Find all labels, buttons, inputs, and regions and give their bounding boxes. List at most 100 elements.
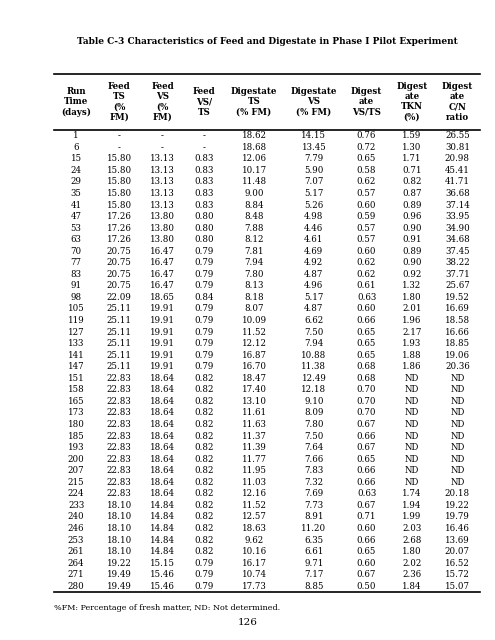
Text: 0.83: 0.83 xyxy=(195,177,214,186)
Text: 14.84: 14.84 xyxy=(150,501,175,510)
Text: 10.16: 10.16 xyxy=(242,547,267,556)
Text: 0.89: 0.89 xyxy=(402,246,422,256)
Text: 18.64: 18.64 xyxy=(150,431,175,440)
Text: 20.75: 20.75 xyxy=(107,246,132,256)
Text: 18.10: 18.10 xyxy=(107,501,132,510)
Text: 0.66: 0.66 xyxy=(357,466,376,476)
Text: 16.47: 16.47 xyxy=(150,259,175,268)
Text: 11.52: 11.52 xyxy=(242,501,266,510)
Text: 7.80: 7.80 xyxy=(304,420,324,429)
Text: 2.03: 2.03 xyxy=(402,524,422,533)
Text: 215: 215 xyxy=(68,477,84,487)
Text: 1.32: 1.32 xyxy=(402,282,422,291)
Text: 11.77: 11.77 xyxy=(242,454,266,463)
Text: 0.50: 0.50 xyxy=(357,582,376,591)
Text: 4.69: 4.69 xyxy=(304,246,324,256)
Text: Digestate
TS
(% FM): Digestate TS (% FM) xyxy=(231,87,277,116)
Text: 18.10: 18.10 xyxy=(107,536,132,545)
Text: 25.11: 25.11 xyxy=(107,362,132,371)
Text: 207: 207 xyxy=(68,466,84,476)
Text: 0.82: 0.82 xyxy=(195,477,214,487)
Text: 13.45: 13.45 xyxy=(301,143,326,152)
Text: 22.83: 22.83 xyxy=(107,490,132,499)
Text: 19.91: 19.91 xyxy=(150,339,175,348)
Text: 1.80: 1.80 xyxy=(402,293,422,302)
Text: 2.01: 2.01 xyxy=(402,305,422,314)
Text: 13.13: 13.13 xyxy=(150,177,175,186)
Text: 14.84: 14.84 xyxy=(150,513,175,522)
Text: 15.72: 15.72 xyxy=(445,570,470,579)
Text: 15.80: 15.80 xyxy=(107,189,132,198)
Text: 13.13: 13.13 xyxy=(150,166,175,175)
Text: 91: 91 xyxy=(70,282,82,291)
Text: Digest
ate
TKN
(%): Digest ate TKN (%) xyxy=(396,82,428,122)
Text: 0.63: 0.63 xyxy=(357,490,376,499)
Text: 16.70: 16.70 xyxy=(242,362,266,371)
Text: 16.87: 16.87 xyxy=(242,351,266,360)
Text: 264: 264 xyxy=(68,559,84,568)
Text: 25.67: 25.67 xyxy=(445,282,470,291)
Text: 0.90: 0.90 xyxy=(402,259,422,268)
Text: 0.82: 0.82 xyxy=(195,397,214,406)
Text: 0.79: 0.79 xyxy=(195,339,214,348)
Text: 7.80: 7.80 xyxy=(244,270,264,279)
Text: 233: 233 xyxy=(68,501,84,510)
Text: 0.82: 0.82 xyxy=(195,536,214,545)
Text: 0.96: 0.96 xyxy=(402,212,422,221)
Text: 33.95: 33.95 xyxy=(445,212,470,221)
Text: ND: ND xyxy=(450,431,465,440)
Text: 16.47: 16.47 xyxy=(150,282,175,291)
Text: 0.80: 0.80 xyxy=(195,212,214,221)
Text: 15.07: 15.07 xyxy=(445,582,470,591)
Text: 11.38: 11.38 xyxy=(301,362,326,371)
Text: 8.85: 8.85 xyxy=(304,582,324,591)
Text: 25.11: 25.11 xyxy=(107,305,132,314)
Text: -: - xyxy=(161,131,164,140)
Text: -: - xyxy=(161,143,164,152)
Text: 11.48: 11.48 xyxy=(242,177,267,186)
Text: 0.70: 0.70 xyxy=(357,397,376,406)
Text: 13.80: 13.80 xyxy=(150,223,175,232)
Text: 105: 105 xyxy=(68,305,85,314)
Text: 12.49: 12.49 xyxy=(301,374,326,383)
Text: 22.83: 22.83 xyxy=(107,408,132,417)
Text: 12.12: 12.12 xyxy=(242,339,266,348)
Text: 9.71: 9.71 xyxy=(304,559,324,568)
Text: 2.02: 2.02 xyxy=(402,559,422,568)
Text: 0.65: 0.65 xyxy=(357,339,376,348)
Text: 34.90: 34.90 xyxy=(445,223,470,232)
Text: ND: ND xyxy=(450,477,465,487)
Text: 24: 24 xyxy=(71,166,82,175)
Text: 16.66: 16.66 xyxy=(445,328,470,337)
Text: 0.79: 0.79 xyxy=(195,362,214,371)
Text: 2.36: 2.36 xyxy=(402,570,422,579)
Text: 35: 35 xyxy=(71,189,82,198)
Text: 18.10: 18.10 xyxy=(107,513,132,522)
Text: 15.80: 15.80 xyxy=(107,154,132,163)
Text: ND: ND xyxy=(450,408,465,417)
Text: 18.10: 18.10 xyxy=(107,547,132,556)
Text: 193: 193 xyxy=(68,443,84,452)
Text: 22.83: 22.83 xyxy=(107,420,132,429)
Text: 0.61: 0.61 xyxy=(357,282,376,291)
Text: 0.72: 0.72 xyxy=(357,143,376,152)
Text: 11.20: 11.20 xyxy=(301,524,326,533)
Text: 1.96: 1.96 xyxy=(402,316,422,325)
Text: Digest
ate
C/N
ratio: Digest ate C/N ratio xyxy=(442,82,473,122)
Text: Feed
TS
(%
FM): Feed TS (% FM) xyxy=(108,82,131,122)
Text: 19.91: 19.91 xyxy=(150,305,175,314)
Text: 16.52: 16.52 xyxy=(445,559,470,568)
Text: 0.62: 0.62 xyxy=(357,259,376,268)
Text: 7.50: 7.50 xyxy=(304,431,324,440)
Text: 0.66: 0.66 xyxy=(357,477,376,487)
Text: 37.71: 37.71 xyxy=(445,270,470,279)
Text: 16.46: 16.46 xyxy=(445,524,470,533)
Text: 0.82: 0.82 xyxy=(195,408,214,417)
Text: 0.67: 0.67 xyxy=(357,420,376,429)
Text: 0.80: 0.80 xyxy=(195,223,214,232)
Text: ND: ND xyxy=(405,374,419,383)
Text: 0.83: 0.83 xyxy=(195,154,214,163)
Text: 18.63: 18.63 xyxy=(242,524,266,533)
Text: 13.69: 13.69 xyxy=(445,536,470,545)
Text: 0.82: 0.82 xyxy=(402,177,422,186)
